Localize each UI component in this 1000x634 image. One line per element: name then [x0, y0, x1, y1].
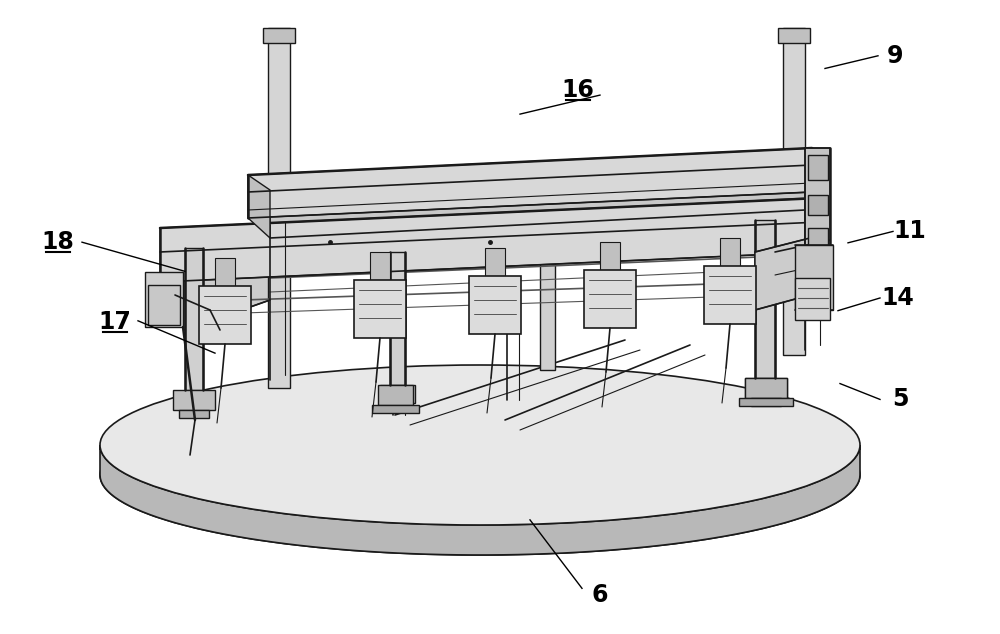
Bar — [755, 220, 775, 378]
Bar — [354, 280, 406, 338]
Bar — [370, 252, 390, 280]
Bar — [378, 385, 413, 405]
Bar — [179, 410, 209, 418]
Bar — [808, 228, 828, 250]
Polygon shape — [160, 198, 820, 282]
Polygon shape — [270, 162, 805, 238]
Bar — [704, 266, 756, 324]
Bar — [783, 28, 805, 355]
Polygon shape — [100, 445, 860, 555]
Bar — [745, 378, 787, 398]
Bar — [390, 252, 405, 385]
Bar — [380, 385, 415, 403]
Bar — [268, 28, 290, 388]
Bar — [372, 405, 419, 413]
Polygon shape — [185, 225, 270, 330]
Ellipse shape — [100, 365, 860, 525]
Bar — [215, 258, 235, 286]
Bar — [795, 278, 830, 320]
Text: 11: 11 — [894, 219, 926, 243]
Bar — [185, 248, 203, 390]
Polygon shape — [248, 148, 812, 218]
Bar — [808, 155, 828, 180]
Bar — [485, 248, 505, 276]
Polygon shape — [248, 175, 270, 238]
Text: 16: 16 — [562, 78, 594, 102]
Bar — [145, 272, 183, 327]
Text: 18: 18 — [42, 230, 74, 254]
Bar — [148, 285, 180, 325]
Bar — [778, 28, 810, 43]
Bar — [263, 28, 295, 43]
Text: 17: 17 — [99, 310, 131, 334]
Polygon shape — [805, 148, 830, 280]
Text: 6: 6 — [592, 583, 608, 607]
Bar — [600, 242, 620, 270]
Bar — [720, 238, 740, 266]
Bar — [584, 270, 636, 328]
Bar — [469, 276, 521, 334]
Text: 5: 5 — [892, 387, 908, 411]
Polygon shape — [755, 238, 810, 310]
Bar — [199, 286, 251, 344]
Bar — [739, 398, 793, 406]
Bar — [173, 390, 215, 410]
Text: 9: 9 — [887, 44, 903, 68]
Bar — [745, 378, 787, 398]
Text: 14: 14 — [882, 286, 914, 310]
Bar — [808, 195, 828, 215]
Bar — [540, 248, 555, 370]
Bar — [751, 398, 781, 406]
Ellipse shape — [100, 395, 860, 555]
Bar — [795, 245, 833, 310]
